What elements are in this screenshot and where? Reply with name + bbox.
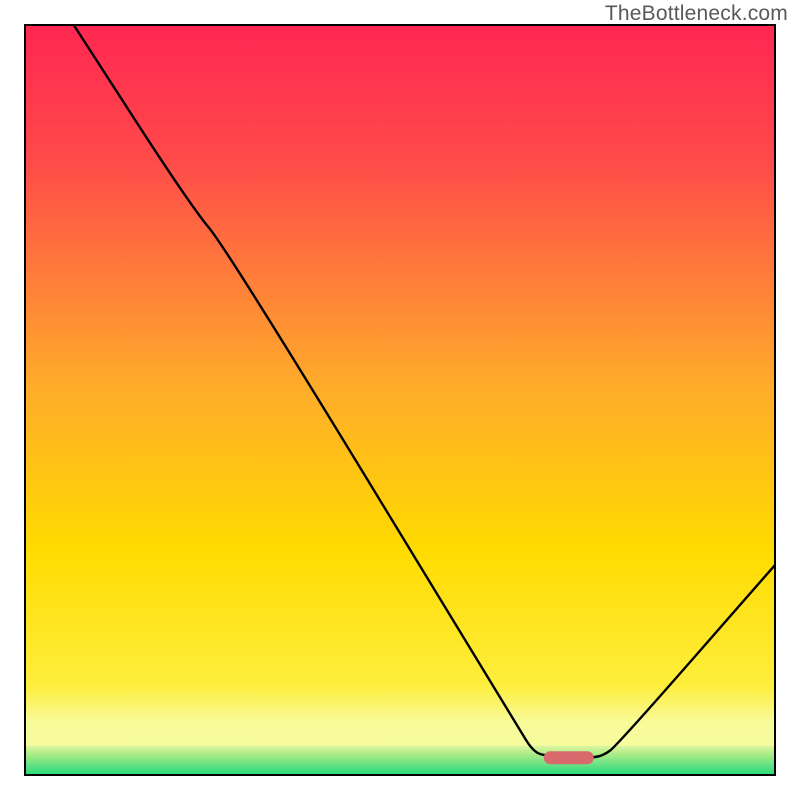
plot-area (25, 25, 775, 775)
bottleneck-chart (0, 0, 800, 800)
chart-container: TheBottleneck.com (0, 0, 800, 800)
watermark-text: TheBottleneck.com (605, 2, 788, 26)
green-band (25, 746, 775, 775)
optimum-marker (544, 751, 594, 764)
gradient-background (25, 25, 775, 775)
